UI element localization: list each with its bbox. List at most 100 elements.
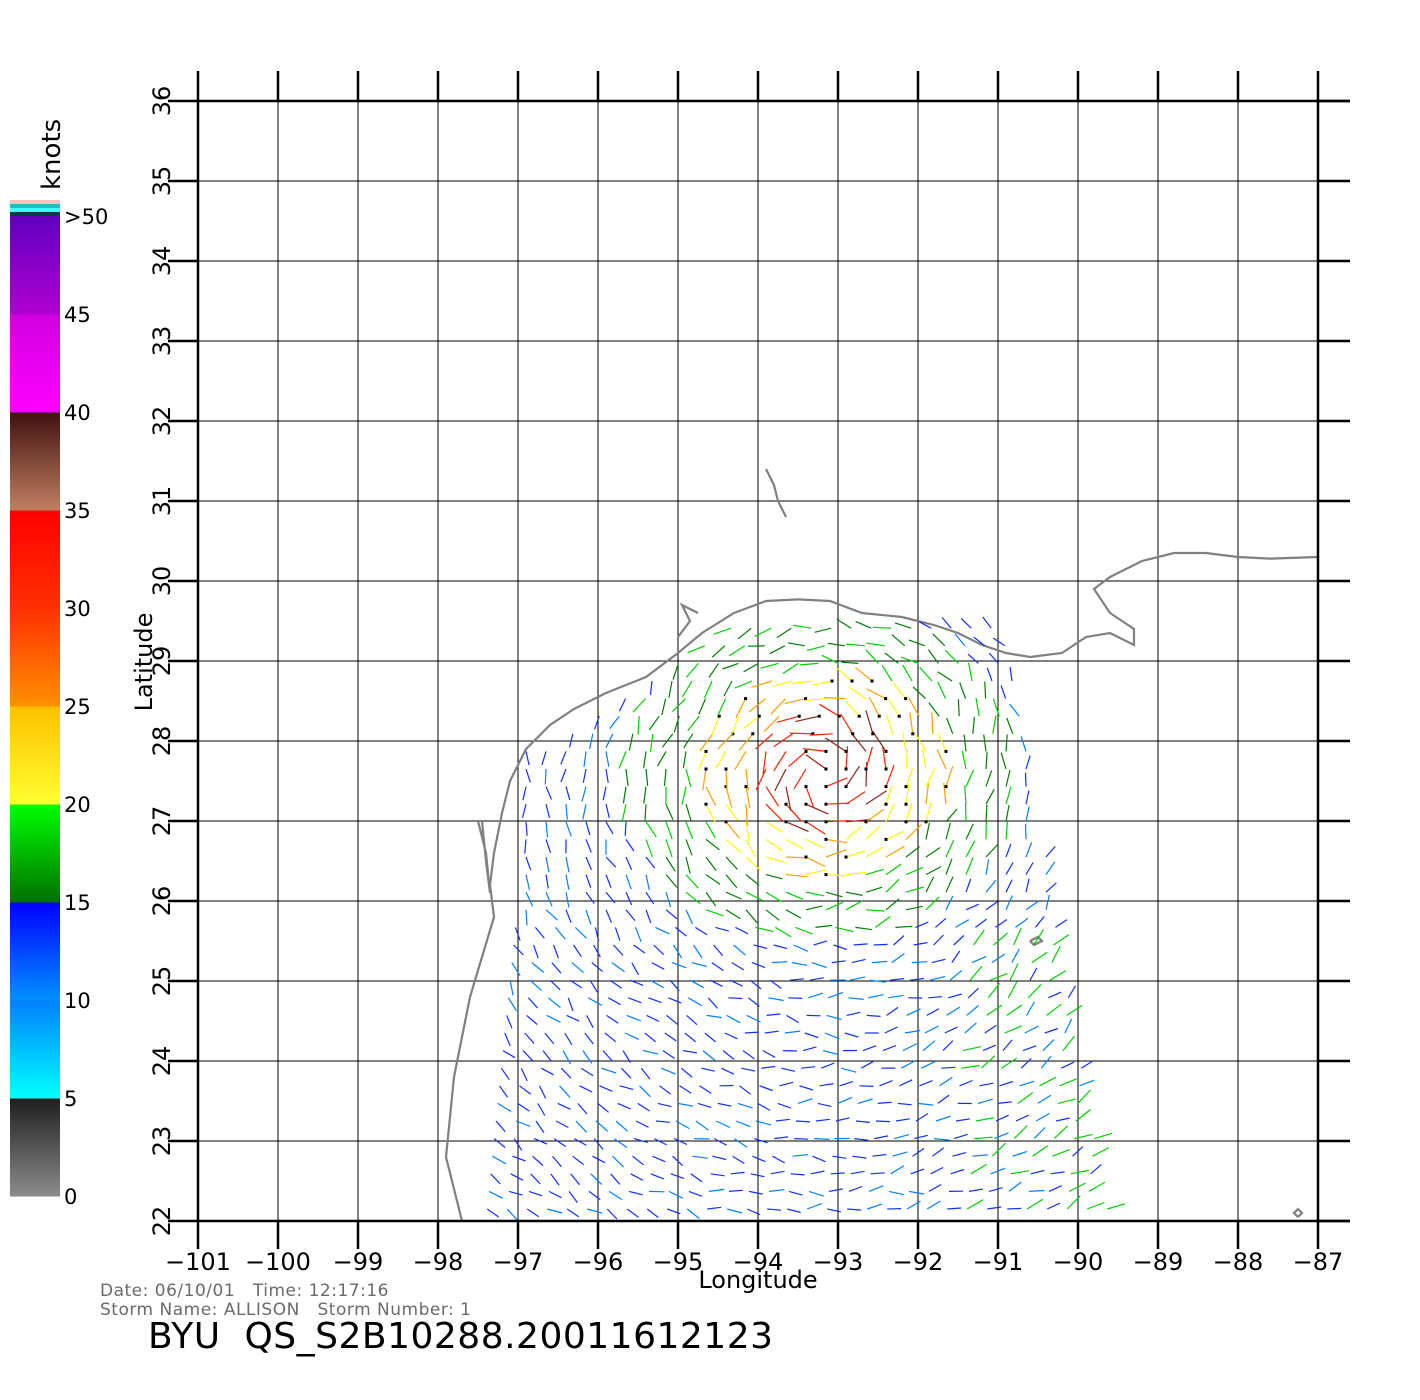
wind-vector [955, 1118, 970, 1122]
wind-vector [666, 1208, 681, 1215]
wind-vector [553, 944, 559, 959]
wind-vector [902, 731, 907, 752]
wind-vector [668, 680, 673, 698]
wind-vector [1052, 1149, 1071, 1157]
wind-vector [892, 1151, 908, 1157]
wind-vector [1025, 806, 1030, 822]
wind-vector [749, 979, 762, 990]
wind-vector [785, 803, 802, 822]
wind-vector [945, 895, 954, 911]
wind-vector [771, 961, 788, 964]
wind-vector [833, 944, 847, 951]
wind-vector [910, 1168, 925, 1175]
wind-vector [905, 866, 924, 876]
wind-vector [934, 1138, 950, 1141]
wind-vector [835, 1117, 850, 1122]
wind-vector [541, 1067, 554, 1076]
wind-vector [912, 1147, 925, 1157]
colorbar-tick-label: 45 [64, 303, 91, 327]
wind-vector [1012, 1150, 1028, 1157]
wind-vector [648, 997, 662, 1004]
wind-vector [675, 1120, 690, 1130]
wind-vector [725, 874, 738, 889]
wind-vector [802, 1046, 817, 1052]
wind-vector [747, 997, 760, 1007]
wind-vector [861, 1060, 874, 1069]
wind-vector [944, 1026, 958, 1034]
wind-vector [947, 1207, 962, 1210]
wind-vector [525, 751, 530, 766]
wind-vector [830, 1172, 845, 1175]
wind-vector [845, 819, 871, 823]
rain-flag-marker [824, 820, 828, 824]
rain-flag-marker [911, 732, 915, 736]
wind-vector [764, 1030, 779, 1034]
wind-vector [765, 821, 784, 833]
wind-vector [1028, 1189, 1045, 1192]
wind-vector [839, 1081, 854, 1087]
wind-vector [1050, 1171, 1065, 1175]
wind-vector [729, 979, 743, 987]
wind-vector [665, 839, 673, 858]
wind-vector [918, 621, 932, 629]
wind-vector [1025, 862, 1034, 875]
wind-vector [855, 926, 873, 931]
wind-vector [987, 982, 1001, 999]
wind-vector [626, 1014, 642, 1022]
wind-vector [754, 627, 772, 637]
rain-flag-marker [830, 679, 834, 683]
colorbar-band [10, 608, 60, 707]
wind-vector [795, 926, 813, 935]
wind-vector [964, 1022, 977, 1034]
wind-vector [704, 1032, 716, 1043]
wind-vector [605, 891, 616, 904]
wind-vector [1044, 1027, 1059, 1034]
wind-vector [885, 785, 893, 805]
wind-vector [737, 1102, 753, 1109]
rain-flag-marker [904, 820, 908, 824]
wind-vector [805, 891, 825, 897]
wind-vector [985, 770, 993, 787]
wind-vector [1045, 894, 1050, 910]
wind-vector [912, 686, 927, 700]
wind-vector [962, 1046, 982, 1052]
wind-vector [486, 1208, 500, 1218]
wind-vector [961, 1064, 980, 1069]
wind-vector [533, 944, 539, 959]
rain-flag-marker [731, 732, 735, 736]
wind-vector [1072, 1146, 1084, 1157]
coastline-islet [1292, 1207, 1304, 1218]
latitude-tick-label: 25 [148, 966, 176, 997]
wind-vector [906, 1008, 921, 1016]
wind-vector [784, 698, 806, 705]
wind-vector [995, 1114, 1009, 1122]
wind-vector [905, 767, 914, 787]
wind-vector [661, 1067, 676, 1075]
wind-vector [1024, 823, 1027, 840]
wind-vector [1011, 948, 1020, 963]
wind-vector [922, 1040, 936, 1052]
wind-vector [1005, 879, 1013, 893]
wind-vector [873, 943, 888, 946]
wind-vector [502, 1050, 516, 1059]
wind-vector [874, 1135, 889, 1140]
wind-vector [825, 874, 847, 877]
wind-vector [871, 960, 888, 964]
rain-flag-marker [704, 802, 708, 806]
wind-vector [685, 891, 701, 905]
wind-vector [888, 994, 904, 999]
wind-vector [524, 839, 527, 854]
longitude-tick-label: −96 [573, 1248, 624, 1276]
wind-vector [942, 1040, 954, 1052]
rain-flag-marker [884, 785, 888, 789]
wind-vector [890, 978, 905, 981]
wind-vector [928, 1183, 942, 1192]
wind-vector [531, 962, 545, 973]
wind-vector [671, 962, 687, 969]
wind-vector [702, 768, 707, 791]
wind-vector [908, 1190, 925, 1195]
wind-vector [1027, 983, 1042, 999]
wind-vector [665, 874, 678, 888]
wind-vector [668, 1190, 684, 1199]
wind-vector [743, 662, 759, 673]
